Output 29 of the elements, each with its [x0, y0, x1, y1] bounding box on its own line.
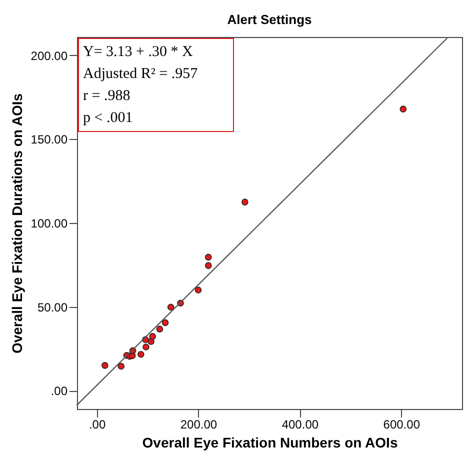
point — [102, 362, 108, 369]
x-tick-label: 200.00 — [180, 418, 218, 432]
point — [204, 262, 212, 269]
point — [118, 362, 125, 370]
point — [149, 333, 156, 340]
annotation: p < .001 — [83, 109, 134, 128]
annotation: r = .988 — [83, 87, 132, 106]
y-tick-label: 100.00 — [30, 216, 68, 230]
point — [156, 326, 164, 332]
y-tick-label: 200.00 — [30, 48, 68, 63]
chart-title: Alert Settings — [227, 12, 312, 27]
y-tick-label: 50.00 — [37, 300, 68, 314]
annotation: Adjusted R² = .957 — [83, 65, 199, 84]
y-tick-label: 150.00 — [30, 132, 68, 147]
x-axis-title: Overall Eye Fixation Numbers on AOIs — [142, 434, 398, 450]
point — [242, 198, 248, 206]
point — [138, 350, 144, 358]
y-axis-title: Overall Eye Fixation Durations on AOIs — [8, 93, 25, 354]
point — [400, 106, 407, 112]
point — [167, 304, 174, 311]
point — [142, 344, 150, 350]
x-tick-label: 400.00 — [282, 418, 319, 432]
annotation: Y= 3.13 + .30 * X — [83, 43, 194, 62]
x-tick-label: 600.00 — [383, 418, 420, 432]
x-tick-label: .00 — [88, 418, 106, 432]
point — [162, 319, 169, 326]
point — [204, 254, 212, 261]
y-tick-label: .00 — [50, 384, 68, 398]
point — [194, 286, 202, 294]
